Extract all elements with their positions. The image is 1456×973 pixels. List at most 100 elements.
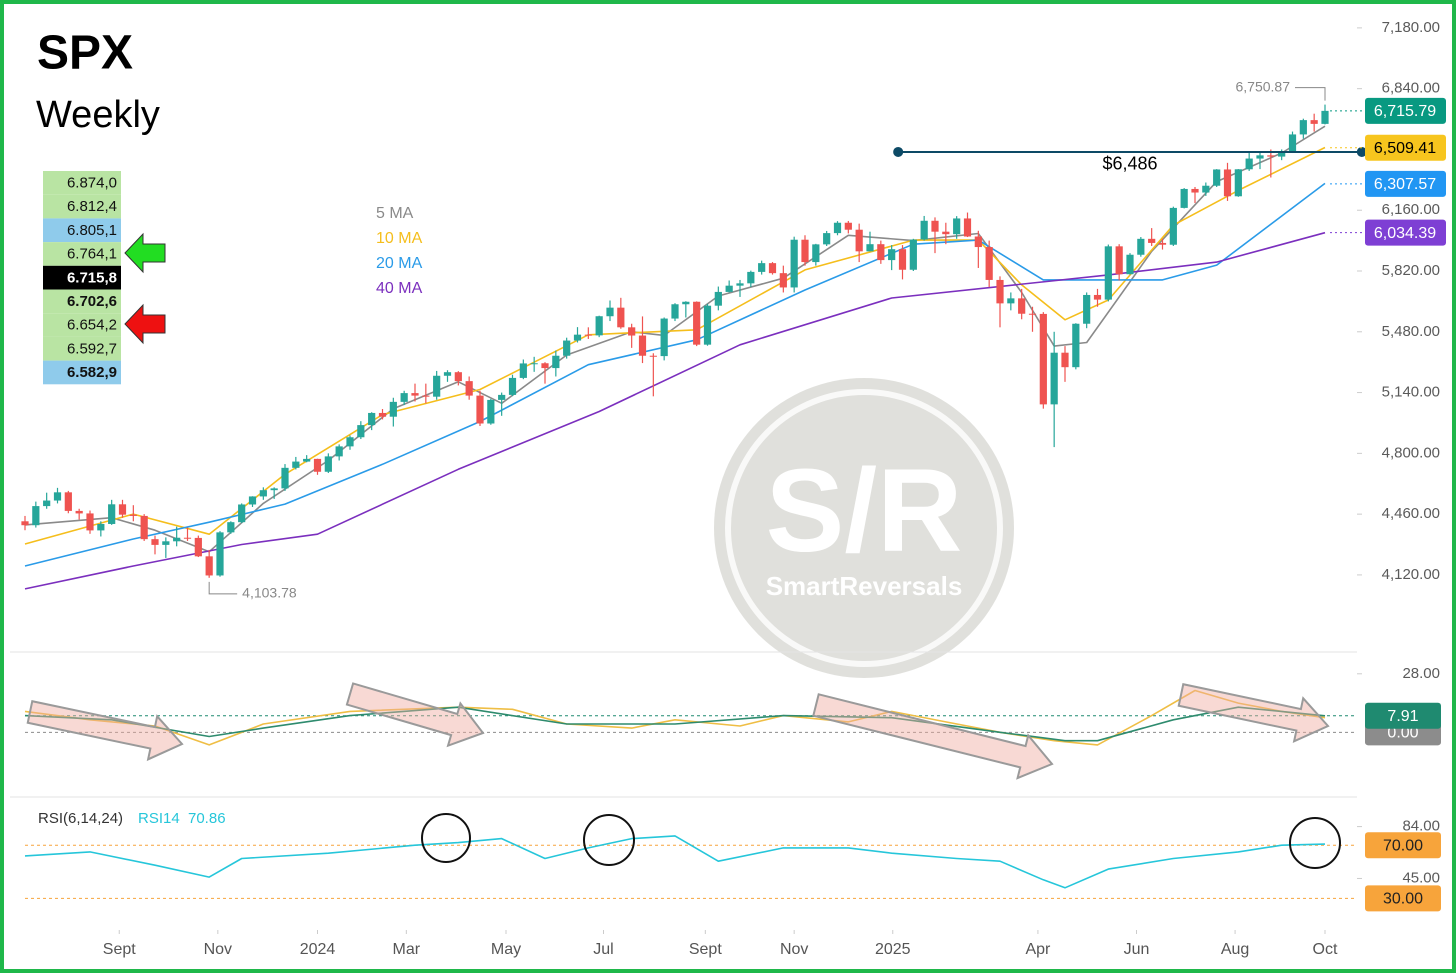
watermark-disc — [714, 378, 1014, 678]
candle-body — [693, 301, 701, 345]
candle-body — [812, 244, 820, 263]
y-tick-label: 6,160.00 — [1382, 201, 1440, 218]
candle-body — [671, 304, 679, 319]
legend-entry: 20 MA — [376, 255, 423, 272]
candle-body — [649, 355, 657, 357]
annotation-label: 4,103.78 — [242, 585, 297, 601]
candle-body — [1223, 169, 1232, 197]
candle-body — [324, 456, 332, 472]
x-tick-label: Aug — [1221, 941, 1249, 958]
axis-badge — [1365, 702, 1441, 729]
level-text: 6.812,4 — [67, 198, 117, 215]
candle-body — [519, 363, 527, 378]
candle-body — [617, 307, 625, 328]
candle-body — [1288, 134, 1297, 153]
candle-body — [833, 222, 842, 234]
candle-body — [433, 375, 441, 397]
candle-body — [465, 381, 473, 396]
level-text: 6.764,1 — [67, 246, 117, 263]
candle-body — [725, 285, 733, 292]
order-levels: 6.874,0 6.812,4 6.805,1 6.764,1 6.715,8 6.702… — [43, 171, 121, 385]
y-tick-label: 7,180.00 — [1382, 19, 1440, 36]
level-row — [43, 336, 121, 361]
candle-body — [552, 355, 560, 369]
axis-badge — [1365, 885, 1441, 912]
candle-body — [747, 271, 755, 284]
candle-body — [487, 399, 495, 424]
candle-body — [584, 334, 592, 336]
price-badge — [1365, 134, 1446, 161]
candle-body — [1158, 242, 1167, 245]
candle-body — [335, 446, 343, 457]
candle-body — [660, 318, 668, 357]
candle-body — [628, 327, 636, 336]
series-line — [24, 706, 1326, 742]
candle-body — [909, 239, 917, 270]
trend-arrow — [26, 700, 184, 762]
candle-body — [985, 247, 993, 280]
candle-body — [97, 523, 105, 531]
level-handle — [1356, 146, 1367, 157]
level-row — [43, 265, 121, 290]
legend-entry: RSI14 — [138, 810, 180, 827]
annotation-label: 6,750.87 — [1236, 78, 1291, 94]
candle-body — [1018, 298, 1026, 314]
candle-body — [476, 395, 484, 424]
candle-body — [638, 335, 647, 356]
x-tick-label: Apr — [1025, 941, 1051, 958]
x-tick-label: 2024 — [300, 941, 336, 958]
series-line — [24, 689, 1326, 746]
y-tick-label: 4,120.00 — [1382, 566, 1440, 583]
price-badge-label: 6,715.79 — [1374, 103, 1436, 120]
candle-body — [259, 490, 267, 497]
trend-arrow — [345, 682, 485, 748]
y-tick-label: 4,800.00 — [1382, 444, 1440, 461]
candle-body — [1050, 352, 1058, 405]
x-tick-label: Mar — [393, 941, 421, 958]
series-line — [24, 231, 1326, 590]
candle-body — [1256, 155, 1264, 159]
level-row — [43, 242, 121, 266]
candle-body — [606, 307, 614, 317]
level-row — [43, 171, 121, 195]
candle-body — [888, 249, 896, 261]
chart-title: SPX — [37, 27, 133, 80]
candle-body — [118, 504, 127, 515]
candle-body — [801, 239, 809, 263]
candle-body — [357, 425, 365, 438]
candle-body — [498, 394, 506, 400]
candle-body — [422, 395, 430, 397]
annotation-leader — [208, 581, 238, 595]
candle-body — [1321, 110, 1329, 124]
watermark: S/R SmartReversals — [714, 378, 1014, 678]
candle-body — [530, 363, 538, 365]
candle-body — [942, 231, 950, 235]
chart-subtitle: Weekly — [36, 94, 160, 136]
y-tick-label: 6,840.00 — [1382, 80, 1440, 97]
x-tick-label: Sept — [689, 941, 722, 958]
price-badge — [1365, 97, 1446, 124]
level-text: 6.715,8 — [67, 269, 117, 286]
candle-body — [953, 218, 961, 235]
axis-badge-label: 70.00 — [1383, 837, 1423, 854]
price-badge — [1365, 170, 1446, 197]
candle-body — [1234, 169, 1242, 197]
candle-body — [400, 393, 408, 402]
candle-body — [162, 541, 170, 545]
level-text: 6.654,2 — [67, 317, 117, 334]
candle-body — [1083, 294, 1091, 324]
candle-body — [443, 372, 452, 376]
candle-body — [1007, 298, 1015, 304]
candle-body — [1191, 188, 1199, 193]
candle-body — [1267, 155, 1275, 157]
candle-body — [173, 537, 181, 542]
candle-body — [313, 458, 322, 472]
candle-body — [996, 279, 1004, 304]
candle-body — [411, 393, 419, 396]
candle-body — [368, 412, 376, 426]
level-text: 6.874,0 — [67, 174, 117, 191]
candle-body — [378, 412, 387, 417]
candle-body — [389, 401, 397, 417]
candle-body — [32, 506, 40, 526]
